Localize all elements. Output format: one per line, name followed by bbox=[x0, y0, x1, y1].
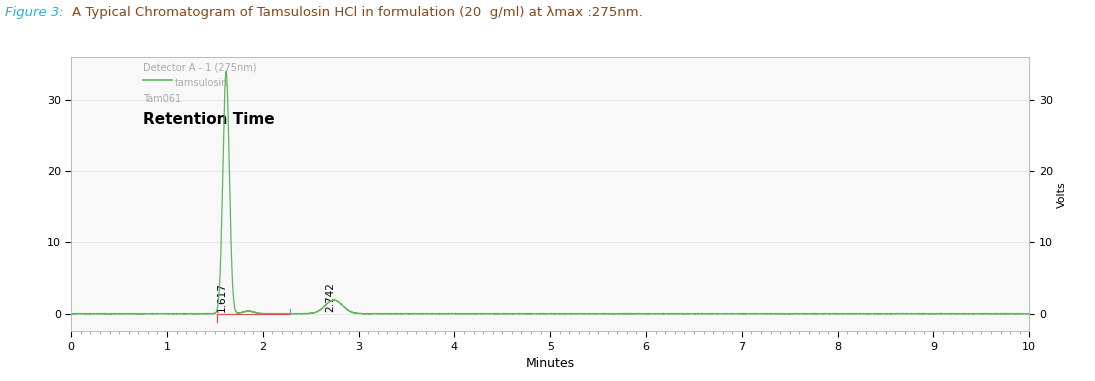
Text: A Typical Chromatogram of Tamsulosin HCl in formulation (20  g/ml) at λmax :275n: A Typical Chromatogram of Tamsulosin HCl… bbox=[72, 6, 643, 19]
Text: tamsulosin: tamsulosin bbox=[174, 78, 228, 88]
Text: Tam061: Tam061 bbox=[143, 94, 181, 104]
Text: Figure 3:: Figure 3: bbox=[5, 6, 69, 19]
Text: Retention Time: Retention Time bbox=[143, 112, 275, 127]
Text: Detector A - 1 (275nm): Detector A - 1 (275nm) bbox=[143, 62, 256, 73]
Text: 2.742: 2.742 bbox=[325, 282, 335, 312]
Text: 1.617: 1.617 bbox=[217, 282, 228, 312]
Y-axis label: Volts: Volts bbox=[1058, 181, 1068, 208]
X-axis label: Minutes: Minutes bbox=[526, 357, 575, 370]
